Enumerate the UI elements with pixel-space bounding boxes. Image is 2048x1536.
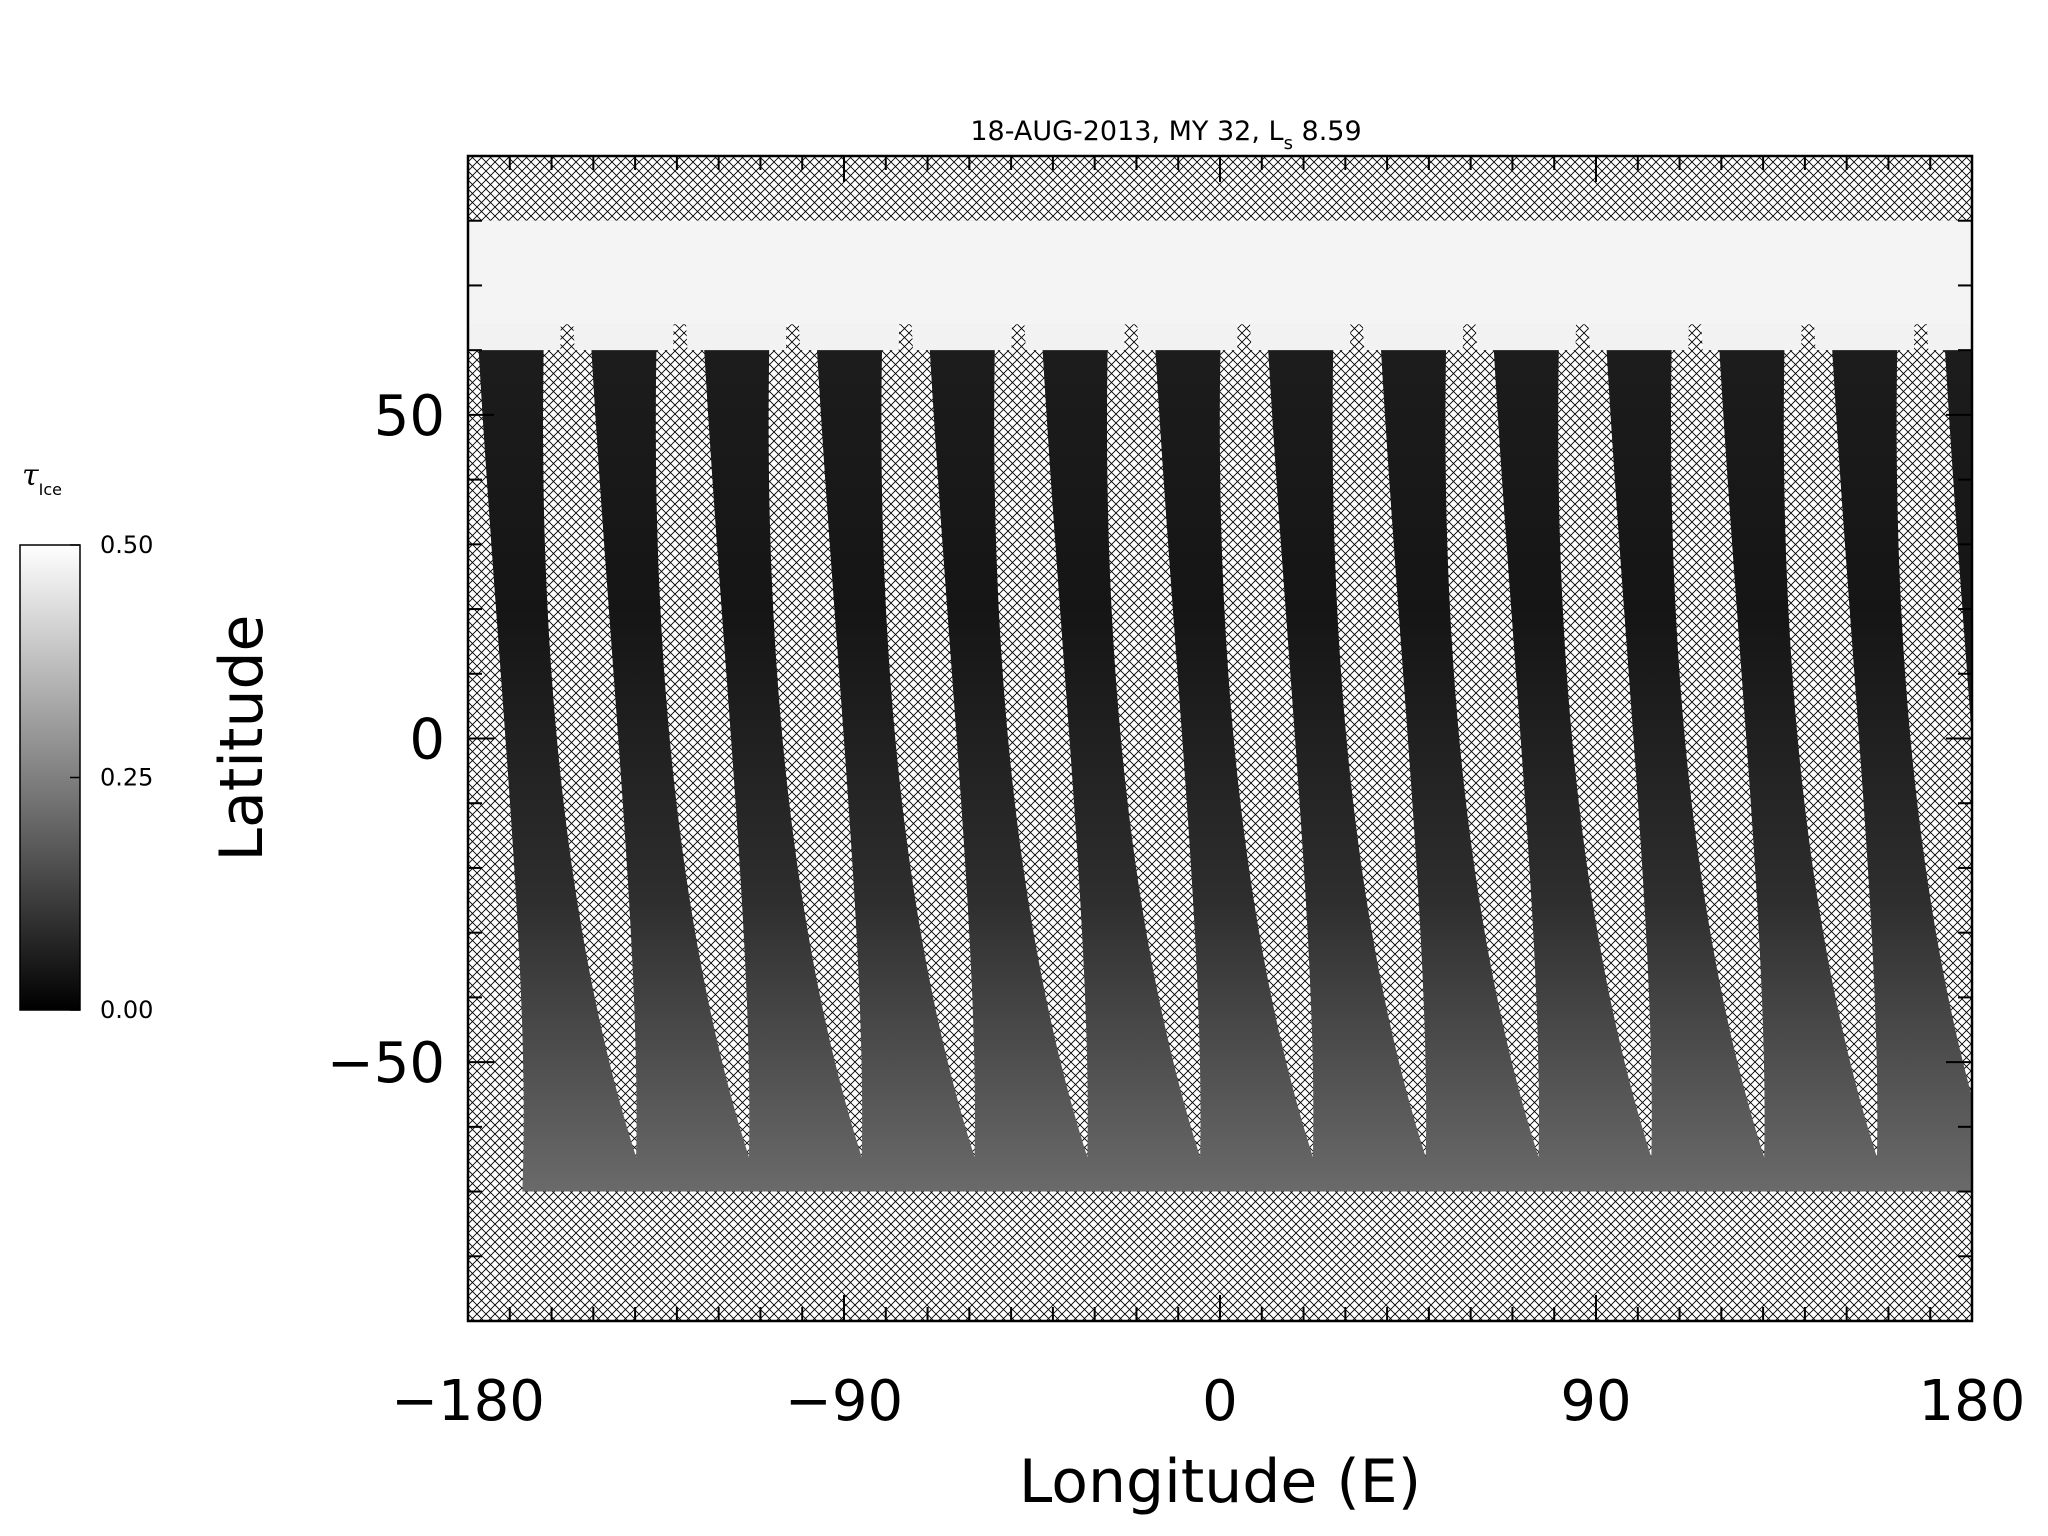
swath-body [472, 220, 648, 1192]
swath-body [1600, 220, 1776, 1192]
colorbar-tick-label: 0.00 [100, 996, 153, 1024]
colorbar-tick-label: 0.50 [100, 531, 153, 559]
colorbar-label: τIce [22, 458, 62, 499]
x-tick-label: −180 [391, 1369, 545, 1434]
x-tick-label: −90 [785, 1369, 903, 1434]
colorbar-tick-label: 0.25 [100, 764, 153, 792]
colorbar-ticks: 0.00 0.25 0.50 [70, 531, 153, 1024]
x-tick-label: 180 [1919, 1369, 2026, 1434]
y-tick-label: −50 [327, 1031, 445, 1096]
x-axis-label: Longitude (E) [1019, 1447, 1421, 1517]
swath-body [1825, 220, 1972, 1192]
swath-body [1036, 220, 1212, 1192]
swath-body [1374, 220, 1551, 1192]
swath-body [923, 220, 1099, 1192]
swath-body [1712, 220, 1889, 1192]
y-axis-label: Latitude [207, 615, 277, 862]
swath-body [810, 220, 987, 1192]
swath-body [1261, 220, 1438, 1192]
chart-title: 18-AUG-2013, MY 32, Ls 8.59 [970, 116, 1361, 154]
swath-body [1487, 220, 1663, 1192]
x-tick-labels: −180 −90 0 90 180 [391, 1369, 2025, 1434]
swath-layer [468, 220, 1972, 1192]
axis-ticks [467, 155, 1973, 1322]
y-tick-label: 50 [374, 384, 445, 449]
polar-cap-band [468, 220, 1972, 325]
y-tick-labels: −50 0 50 [327, 384, 445, 1096]
swath-body [584, 220, 761, 1192]
y-tick-label: 0 [409, 708, 445, 773]
x-tick-label: 90 [1560, 1369, 1631, 1434]
swath-body [697, 220, 874, 1192]
swath-body [1148, 220, 1325, 1192]
x-tick-label: 0 [1202, 1369, 1238, 1434]
